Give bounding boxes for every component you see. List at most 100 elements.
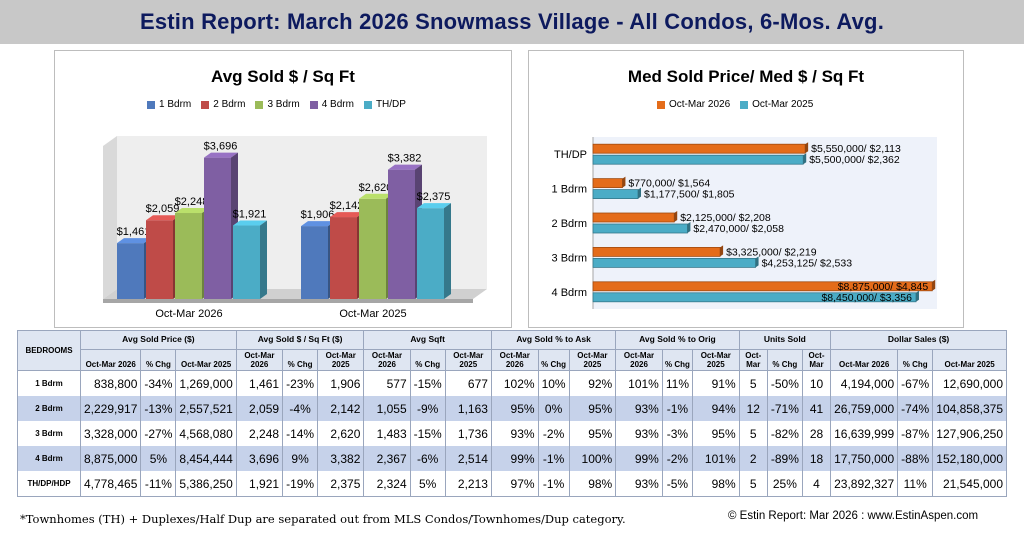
column-subheader: % Chg: [537, 348, 570, 372]
avg-sold-chart-title: Avg Sold $ / Sq Ft: [211, 67, 355, 86]
category-label: 1 Bdrm: [552, 184, 587, 196]
table-cell: 3,382: [317, 446, 365, 472]
table-cell: 127,906,250: [932, 421, 1007, 447]
bar-side: [260, 220, 267, 299]
column-subheader: Oct-Mar 2025: [568, 348, 617, 372]
column-subheader: Oct-Mar 2025: [444, 348, 492, 372]
table-cell: 104,858,375: [932, 396, 1007, 422]
column-subheader: Oct-Mar 2025: [692, 348, 740, 372]
table-cell: 10%: [537, 370, 570, 397]
table-cell: 3,328,000: [79, 421, 142, 447]
category-label: Oct-Mar 2026: [155, 308, 222, 320]
table-cell: 4,194,000: [830, 370, 899, 397]
bar: [301, 226, 328, 299]
bar: [592, 223, 688, 234]
table-cell: -89%: [766, 446, 803, 472]
bar-side: [755, 256, 759, 268]
bar: [117, 243, 144, 299]
column-subheader: Oct-Mar 2026: [79, 348, 142, 372]
table-cell: 4,568,080: [175, 421, 237, 447]
copyright: © Estin Report: Mar 2026 : www.EstinAspe…: [728, 510, 979, 522]
med-sold-hbar-chart: TH/DP $5,550,000/ $2,113$5,500,000/ $2,36…: [552, 137, 937, 309]
group-header: Avg Sold Price ($): [80, 330, 237, 350]
table-cell: 16,639,999: [830, 421, 899, 447]
table-cell: 18: [801, 446, 832, 472]
table-cell: -9%: [409, 396, 446, 422]
table-cell: 1,269,000: [175, 370, 237, 397]
data-label: $3,325,000/ $2,219: [726, 246, 817, 258]
table-cell: 101%: [615, 370, 663, 397]
table-cell: 12,690,000: [932, 370, 1007, 397]
table-cell: 2,142: [317, 396, 365, 422]
data-label: $1,461: [117, 226, 151, 238]
table-cell: 93%: [615, 421, 663, 447]
bar: [175, 213, 202, 299]
table-cell: -1%: [661, 396, 694, 422]
table-row: 3 Bdrm 3,328,000 -27% 4,568,080 2,248 -14% 2,6…: [17, 421, 1007, 447]
table-cell: 1,055: [363, 396, 411, 422]
table-cell: -15%: [409, 370, 446, 397]
table-cell: 11%: [897, 471, 934, 498]
table-cell: 5: [738, 370, 768, 397]
avg-sold-bar-chart: $1,461 $2,059$2,248 $3,696 $1,921 Oct-Mar 20…: [103, 136, 487, 320]
column-subheader: Oct-Mar 2025: [932, 348, 1007, 372]
bar-top: [417, 203, 451, 209]
table-cell: -1%: [537, 446, 570, 472]
table-cell: 99%: [615, 446, 663, 472]
table-cell: -2%: [537, 421, 570, 447]
table-cell: 94%: [692, 396, 740, 422]
column-subheader: Oct-Mar: [801, 348, 832, 372]
table-cell: -5%: [661, 471, 694, 498]
category-label: TH/DP: [554, 149, 587, 161]
table-cell: 92%: [568, 370, 617, 397]
bar-top: [330, 212, 364, 218]
data-label: $2,142: [330, 200, 364, 212]
column-subheader: Oct-Mar 2026: [615, 348, 663, 372]
table-cell: 5: [738, 421, 768, 447]
table-cell: 2,620: [317, 421, 365, 447]
table-cell: 101%: [692, 446, 740, 472]
plot-area: [593, 137, 937, 309]
bar-side: [638, 187, 642, 199]
bar-side: [674, 211, 678, 222]
row-label: 1 Bdrm: [17, 370, 81, 397]
table-cell: 0%: [537, 396, 570, 422]
table-cell: 2,248: [235, 421, 284, 447]
category-label: 3 Bdrm: [552, 252, 587, 264]
report-title-bar: Estin Report: March 2026 Snowmass Villag…: [0, 0, 1024, 44]
data-label: $3,696: [204, 141, 238, 153]
table-cell: 2,324: [363, 471, 411, 498]
table-cell: 95%: [692, 421, 740, 447]
column-subheader: Oct-Mar 2026: [830, 348, 899, 372]
avg-sold-legend: 1 Bdrm 2 Bdrm 3 Bdrm 4 Bdrm TH/DP: [147, 99, 406, 110]
footnote: *Townhomes (TH) + Duplexes/Half Dup are …: [20, 512, 626, 526]
table-cell: 21,545,000: [932, 471, 1007, 498]
bar-side: [803, 153, 807, 165]
table-cell: -74%: [897, 396, 934, 422]
table-cell: -27%: [140, 421, 177, 447]
table-cell: 100%: [568, 446, 617, 472]
table-cell: -82%: [766, 421, 803, 447]
table-cell: 93%: [615, 471, 663, 498]
table-body: 1 Bdrm 838,800 -34% 1,269,000 1,461 -23% 1,906…: [17, 370, 1007, 498]
bar-side: [622, 176, 626, 188]
table-cell: 3,696: [235, 446, 284, 472]
table-cell: 2,229,917: [79, 396, 142, 422]
table-cell: -4%: [282, 396, 319, 422]
bar-top: [233, 220, 267, 226]
table-cell: -3%: [661, 421, 694, 447]
bedrooms-header: BEDROOMS: [17, 329, 81, 372]
table-cell: 25%: [766, 471, 803, 498]
table-cell: 1,906: [317, 370, 365, 397]
table-cell: 41: [801, 396, 832, 422]
data-label: $2,125,000/ $2,208: [680, 212, 771, 224]
table-cell: -19%: [282, 471, 319, 498]
table-subheader-row: Oct-Mar 2026% Chg Oct-Mar 2025 Oct-Mar 202…: [18, 348, 1007, 372]
stats-table: BEDROOMS Avg Sold Price ($) Avg Sold $ /…: [17, 329, 1007, 498]
bar-side: [805, 142, 809, 154]
table-cell: 152,180,000: [932, 446, 1007, 472]
table-cell: -34%: [140, 370, 177, 397]
table-cell: 8,875,000: [79, 446, 142, 472]
data-label: $8,450,000/ $3,356: [821, 292, 912, 304]
row-label: TH/DP/HDP: [17, 471, 81, 498]
